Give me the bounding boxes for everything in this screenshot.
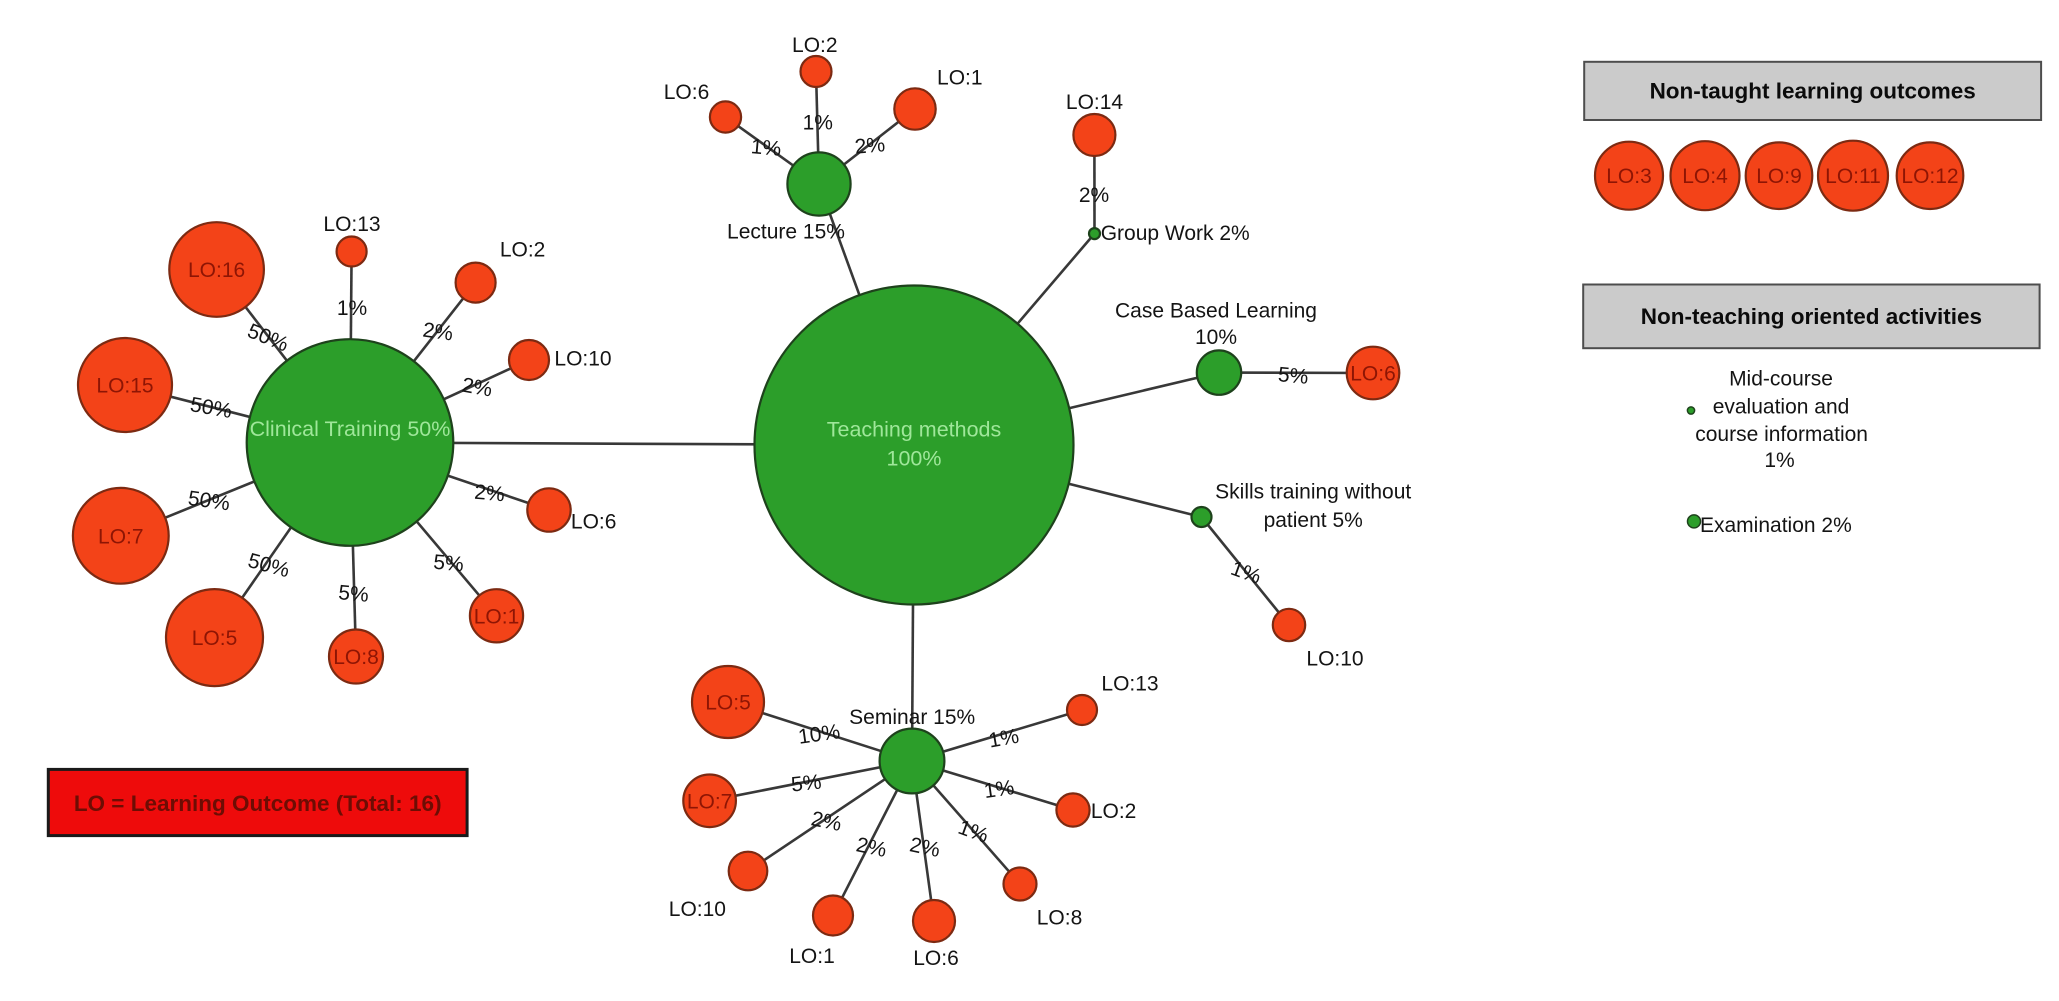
- svg-text:1%: 1%: [750, 135, 782, 161]
- svg-text:Mid-course: Mid-course: [1729, 368, 1833, 391]
- svg-text:LO:3: LO:3: [1606, 165, 1652, 188]
- svg-text:LO:11: LO:11: [1825, 165, 1881, 188]
- svg-text:LO:7: LO:7: [687, 790, 733, 813]
- svg-text:LO:13: LO:13: [323, 213, 380, 236]
- svg-text:LO:13: LO:13: [1101, 673, 1158, 696]
- svg-text:LO:10: LO:10: [1306, 648, 1363, 671]
- svg-text:5%: 5%: [1277, 363, 1309, 389]
- svg-text:LO:16: LO:16: [188, 259, 245, 282]
- svg-text:LO:2: LO:2: [1091, 800, 1137, 823]
- svg-text:LO:2: LO:2: [792, 34, 838, 57]
- svg-text:2%: 2%: [473, 481, 505, 507]
- svg-text:5%: 5%: [337, 581, 369, 607]
- svg-text:Lecture 15%: Lecture 15%: [727, 221, 845, 244]
- svg-text:LO:4: LO:4: [1682, 165, 1728, 188]
- svg-text:LO:1: LO:1: [474, 605, 520, 628]
- svg-text:Clinical Training 50%: Clinical Training 50%: [250, 417, 451, 441]
- svg-text:Non-taught learning outcomes: Non-taught learning outcomes: [1650, 79, 1976, 104]
- svg-text:LO:6: LO:6: [664, 81, 710, 104]
- svg-text:LO:1: LO:1: [937, 67, 983, 90]
- svg-text:10%: 10%: [1195, 326, 1237, 349]
- svg-text:evaluation and: evaluation and: [1713, 395, 1850, 418]
- svg-text:LO:10: LO:10: [554, 348, 611, 371]
- svg-text:Non-teaching oriented activiti: Non-teaching oriented activities: [1641, 304, 1982, 329]
- svg-text:Examination 2%: Examination 2%: [1700, 514, 1852, 537]
- svg-text:Group Work 2%: Group Work 2%: [1101, 222, 1250, 245]
- svg-text:Teaching methods: Teaching methods: [827, 418, 1002, 442]
- svg-text:100%: 100%: [887, 447, 942, 471]
- svg-text:1%: 1%: [337, 297, 367, 320]
- svg-text:1%: 1%: [987, 725, 1021, 753]
- svg-text:LO:1: LO:1: [789, 945, 835, 968]
- svg-text:LO:9: LO:9: [1756, 165, 1802, 188]
- svg-text:LO:2: LO:2: [500, 239, 546, 262]
- svg-text:5%: 5%: [790, 771, 823, 797]
- svg-text:LO:6: LO:6: [571, 511, 617, 534]
- svg-text:2%: 2%: [1079, 184, 1109, 207]
- svg-text:LO:6: LO:6: [913, 947, 959, 970]
- svg-text:Case Based Learning: Case Based Learning: [1115, 300, 1317, 323]
- svg-text:LO = Learning Outcome (Total:: LO = Learning Outcome (Total: 16): [74, 791, 442, 816]
- svg-text:patient 5%: patient 5%: [1264, 509, 1363, 532]
- svg-text:LO:7: LO:7: [98, 525, 144, 548]
- svg-text:LO:10: LO:10: [669, 898, 726, 921]
- svg-text:LO:8: LO:8: [333, 646, 379, 669]
- svg-text:LO:5: LO:5: [705, 692, 751, 715]
- svg-text:Skills training without: Skills training without: [1215, 481, 1411, 504]
- svg-text:1%: 1%: [982, 776, 1015, 803]
- svg-text:LO:15: LO:15: [96, 375, 153, 398]
- svg-text:LO:6: LO:6: [1350, 363, 1396, 386]
- svg-text:LO:5: LO:5: [192, 627, 238, 650]
- svg-text:course information: course information: [1695, 423, 1868, 446]
- svg-text:5%: 5%: [432, 551, 464, 577]
- svg-text:1%: 1%: [1764, 449, 1794, 472]
- svg-text:LO:14: LO:14: [1066, 91, 1124, 114]
- svg-text:2%: 2%: [854, 133, 886, 159]
- svg-text:2%: 2%: [460, 374, 494, 402]
- svg-text:Seminar 15%: Seminar 15%: [849, 706, 975, 729]
- svg-text:LO:8: LO:8: [1037, 907, 1083, 930]
- svg-text:2%: 2%: [421, 319, 454, 346]
- svg-text:1%: 1%: [803, 112, 833, 135]
- svg-text:LO:12: LO:12: [1901, 165, 1958, 188]
